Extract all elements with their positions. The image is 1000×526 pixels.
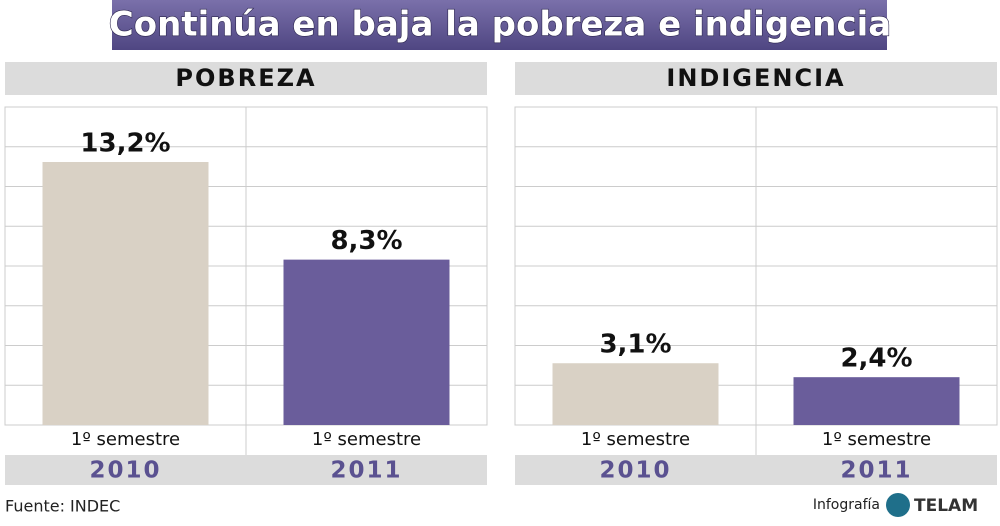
bar (552, 363, 719, 425)
category-label: 1º semestre (71, 429, 180, 450)
bar (283, 259, 450, 425)
credit: Infografía (813, 497, 880, 513)
logo: TELAM (914, 496, 978, 516)
year-label: 2011 (330, 458, 402, 484)
bar (42, 162, 209, 425)
title-banner (112, 0, 887, 50)
source: Fuente: INDEC (5, 497, 120, 516)
year-label: 2010 (89, 458, 161, 484)
year-band (515, 455, 997, 485)
year-label: 2010 (599, 458, 671, 484)
title: Continúa en baja la pobreza e indigencia (109, 5, 891, 45)
panel-header (5, 62, 487, 95)
value-label: 13,2% (80, 129, 170, 159)
panel-title: POBREZA (175, 64, 316, 92)
value-label: 2,4% (840, 344, 912, 374)
panel-title: INDIGENCIA (666, 64, 845, 92)
category-label: 1º semestre (581, 429, 690, 450)
category-label: 1º semestre (822, 429, 931, 450)
logo-icon (886, 493, 910, 517)
year-label: 2011 (840, 458, 912, 484)
value-label: 8,3% (330, 226, 402, 256)
year-band (5, 455, 487, 485)
value-label: 3,1% (599, 330, 671, 360)
category-label: 1º semestre (312, 429, 421, 450)
bar (793, 377, 960, 425)
panel-header (515, 62, 997, 95)
